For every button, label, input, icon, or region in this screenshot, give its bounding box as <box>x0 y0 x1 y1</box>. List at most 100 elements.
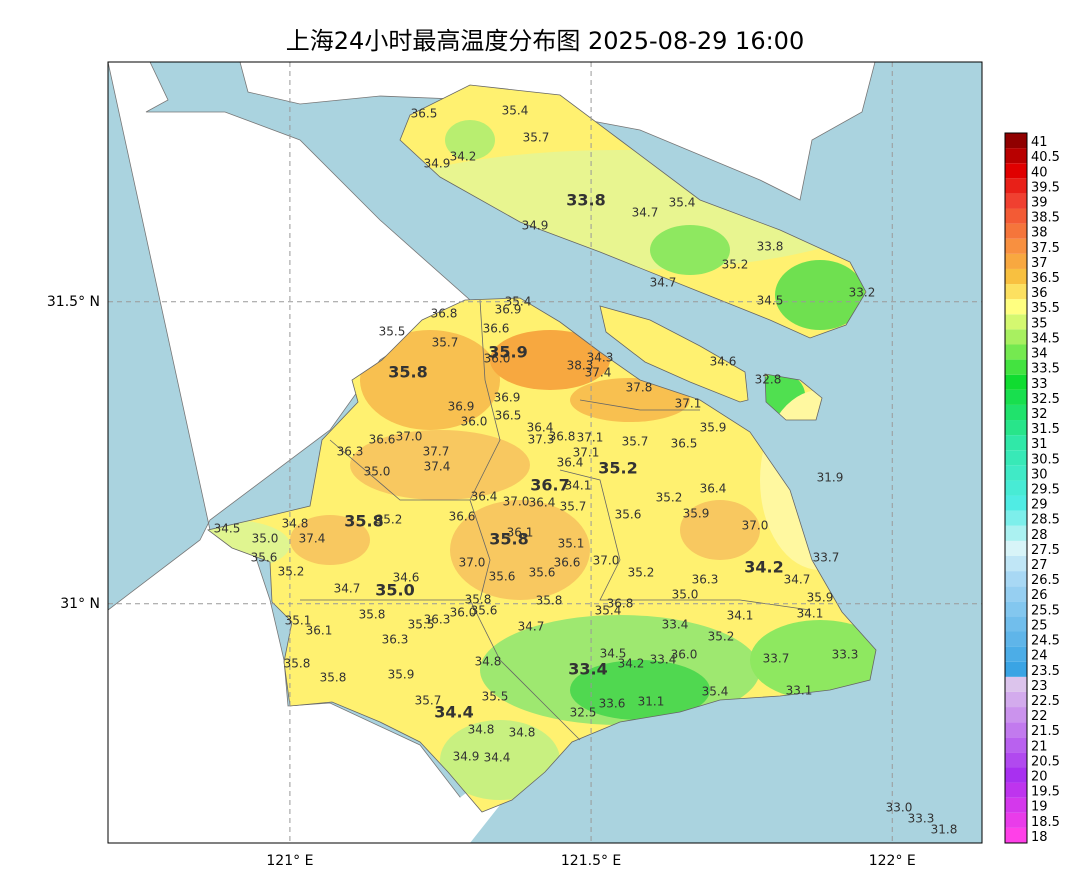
colorbar-label: 33 <box>1031 377 1048 392</box>
station-value: 36.5 <box>411 107 438 121</box>
station-value: 35.1 <box>558 537 585 551</box>
colorbar-cell <box>1005 827 1027 843</box>
station-value: 37.0 <box>593 554 620 568</box>
colorbar-label: 29.5 <box>1031 483 1060 498</box>
colorbar-label: 32.5 <box>1031 392 1060 407</box>
graticule <box>108 62 982 843</box>
colorbar-label: 32 <box>1031 407 1048 422</box>
colorbar-label: 24 <box>1031 649 1048 664</box>
station-value: 35.2 <box>708 630 735 644</box>
lon-tick-label: 121° E <box>266 853 313 869</box>
station-value: 35.9 <box>683 507 710 521</box>
colorbar-label: 27 <box>1031 558 1048 573</box>
station-value: 35.6 <box>251 551 278 565</box>
station-value: 35.7 <box>622 435 649 449</box>
station-value: 34.7 <box>650 276 677 290</box>
colorbar-label: 30.5 <box>1031 452 1060 467</box>
station-value: 35.5 <box>482 690 509 704</box>
colorbar-label: 36.5 <box>1031 271 1060 286</box>
colorbar-label: 34 <box>1031 347 1048 362</box>
station-value: 35.9 <box>807 591 834 605</box>
colorbar-cell <box>1005 329 1027 345</box>
station-value: 35.8 <box>388 363 427 382</box>
station-value: 34.5 <box>757 294 784 308</box>
station-value: 34.3 <box>587 351 614 365</box>
colorbar-cell <box>1005 661 1027 677</box>
station-value: 35.2 <box>722 258 749 272</box>
colorbar-cell <box>1005 420 1027 436</box>
station-value: 37.4 <box>585 366 612 380</box>
station-value: 33.4 <box>650 653 677 667</box>
station-value: 35.8 <box>536 594 563 608</box>
station-value: 36.8 <box>549 430 576 444</box>
colorbar-label: 31 <box>1031 437 1048 452</box>
colorbar-label: 21.5 <box>1031 724 1060 739</box>
colorbar-label: 40.5 <box>1031 150 1060 165</box>
station-value: 36.1 <box>306 624 333 638</box>
station-value: 35.8 <box>284 657 311 671</box>
colorbar-label: 27.5 <box>1031 543 1060 558</box>
colorbar-label: 24.5 <box>1031 634 1060 649</box>
colorbar: 1818.51919.52020.52121.52222.52323.52424… <box>1004 132 1060 845</box>
station-value: 34.4 <box>484 751 511 765</box>
station-value: 35.7 <box>560 500 587 514</box>
station-value: 31.8 <box>931 823 958 837</box>
station-value: 36.9 <box>494 391 521 405</box>
colorbar-label: 34.5 <box>1031 331 1060 346</box>
station-value: 35.7 <box>523 131 550 145</box>
colorbar-cell <box>1005 404 1027 421</box>
station-value: 36.6 <box>449 510 476 524</box>
colorbar-cell <box>1005 359 1027 375</box>
colorbar-label: 30 <box>1031 467 1048 482</box>
station-value: 35.9 <box>700 421 727 435</box>
station-value: 37.4 <box>424 460 451 474</box>
station-value: 35.7 <box>415 694 442 708</box>
colorbar-label: 18.5 <box>1031 815 1060 830</box>
station-value: 36.6 <box>554 556 581 570</box>
station-value: 34.8 <box>282 517 309 531</box>
station-value: 35.8 <box>320 671 347 685</box>
lat-tick-label: 31° N <box>60 596 100 612</box>
colorbar-label: 31.5 <box>1031 422 1060 437</box>
colorbar-cell <box>1005 314 1027 330</box>
station-value: 34.2 <box>450 150 477 164</box>
colorbar-cell <box>1005 480 1027 496</box>
colorbar-label: 23.5 <box>1031 664 1060 679</box>
station-value: 36.3 <box>692 573 719 587</box>
station-value: 33.6 <box>599 697 626 711</box>
station-value: 34.8 <box>509 726 536 740</box>
station-value: 36.3 <box>337 445 364 459</box>
station-value: 36.4 <box>700 482 727 496</box>
colorbar-label: 25.5 <box>1031 603 1060 618</box>
station-value: 34.1 <box>727 609 754 623</box>
station-value: 33.7 <box>813 551 840 565</box>
station-value: 36.5 <box>495 409 522 423</box>
colorbar-label: 29 <box>1031 498 1048 513</box>
colorbar-label: 28 <box>1031 528 1048 543</box>
colorbar-cell <box>1005 797 1027 813</box>
station-value: 35.6 <box>489 570 516 584</box>
colorbar-label: 22.5 <box>1031 694 1060 709</box>
station-value: 33.8 <box>757 240 784 254</box>
colorbar-label: 25 <box>1031 618 1048 633</box>
colorbar-cell <box>1005 148 1027 164</box>
station-value: 34.2 <box>744 558 783 577</box>
colorbar-label: 37.5 <box>1031 241 1060 256</box>
colorbar-cell <box>1005 691 1027 708</box>
station-value: 36.4 <box>527 421 554 435</box>
colorbar-cell <box>1005 465 1027 481</box>
station-value: 35.6 <box>615 508 642 522</box>
station-value: 37.4 <box>299 532 326 546</box>
station-value: 33.8 <box>566 191 605 210</box>
colorbar-cell <box>1005 722 1027 738</box>
colorbar-cell <box>1005 812 1027 828</box>
colorbar-cell <box>1005 344 1027 360</box>
station-value: 34.9 <box>453 750 480 764</box>
station-value: 35.5 <box>379 325 406 339</box>
colorbar-cell <box>1005 435 1027 451</box>
station-value: 34.4 <box>434 703 473 722</box>
station-value: 35.0 <box>672 588 699 602</box>
station-value: 35.8 <box>344 512 383 531</box>
lat-tick-label: 31.5° N <box>47 294 100 310</box>
station-value: 35.5 <box>408 618 435 632</box>
